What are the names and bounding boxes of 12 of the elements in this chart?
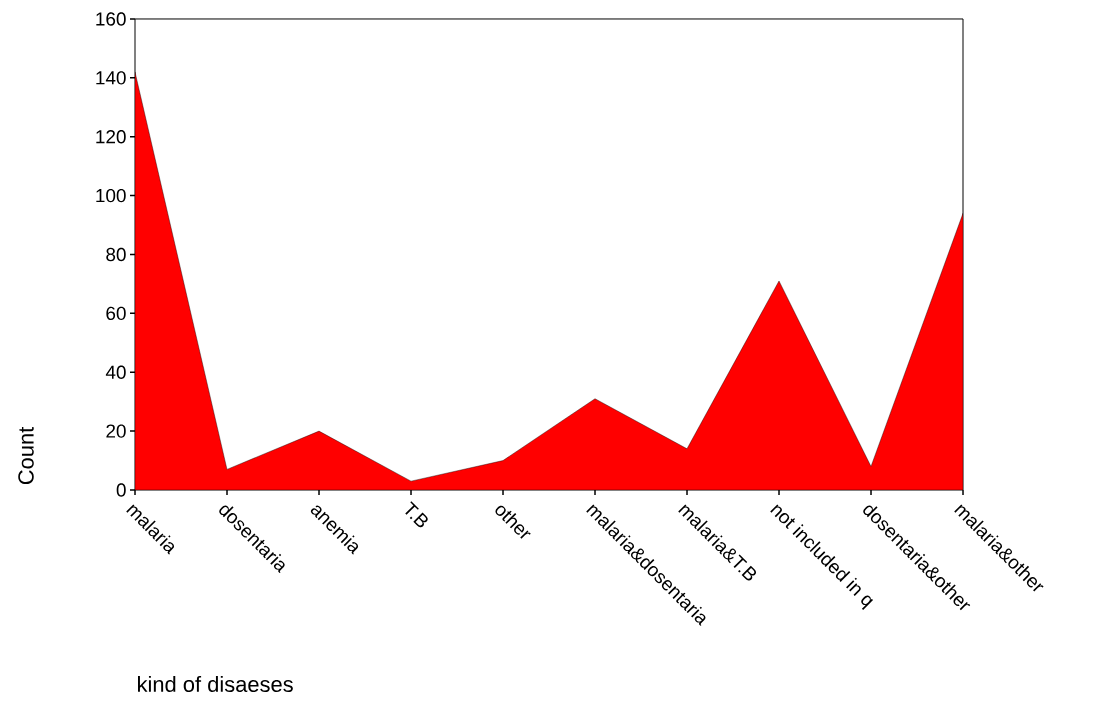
- y-tick-label: 20: [106, 424, 126, 438]
- y-tick-label: 0: [116, 483, 126, 497]
- y-tick-label: 160: [96, 12, 126, 26]
- x-axis-title: kind of disaeses: [138, 675, 293, 693]
- y-tick-label: 120: [96, 130, 126, 144]
- y-tick-label: 140: [96, 71, 126, 85]
- y-tick-label: 40: [105, 365, 126, 379]
- y-tick-label: 100: [96, 188, 126, 203]
- y-tick-label: 60: [106, 306, 126, 321]
- y-axis-title: Count: [18, 426, 34, 485]
- y-tick-label: 80: [106, 247, 126, 262]
- x-tick-label: T.B: [405, 501, 428, 528]
